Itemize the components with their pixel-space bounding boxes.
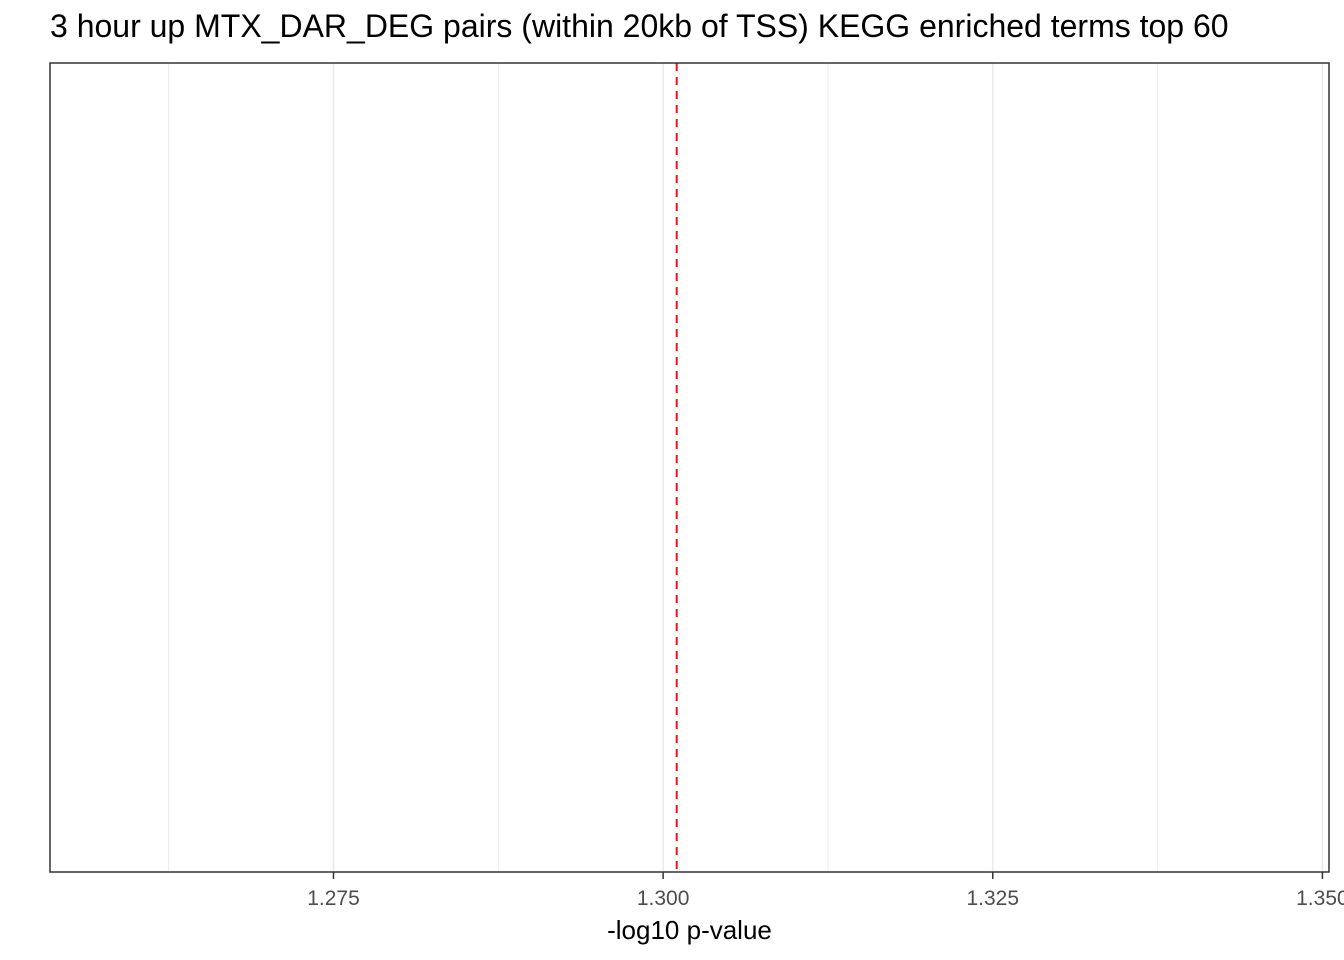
panel-border	[49, 62, 1330, 873]
x-tick-label: 1.275	[307, 887, 360, 910]
x-tick-label: 1.300	[637, 887, 690, 910]
chart-title: 3 hour up MTX_DAR_DEG pairs (within 20kb…	[50, 8, 1229, 44]
grid-lines	[168, 63, 1324, 872]
x-axis-ticks: 1.275 1.300 1.325 1.350	[307, 872, 1344, 910]
x-tick-label: 1.325	[966, 887, 1019, 910]
x-tick-label: 1.350	[1296, 887, 1344, 910]
x-axis-title: -log10 p-value	[607, 915, 772, 945]
